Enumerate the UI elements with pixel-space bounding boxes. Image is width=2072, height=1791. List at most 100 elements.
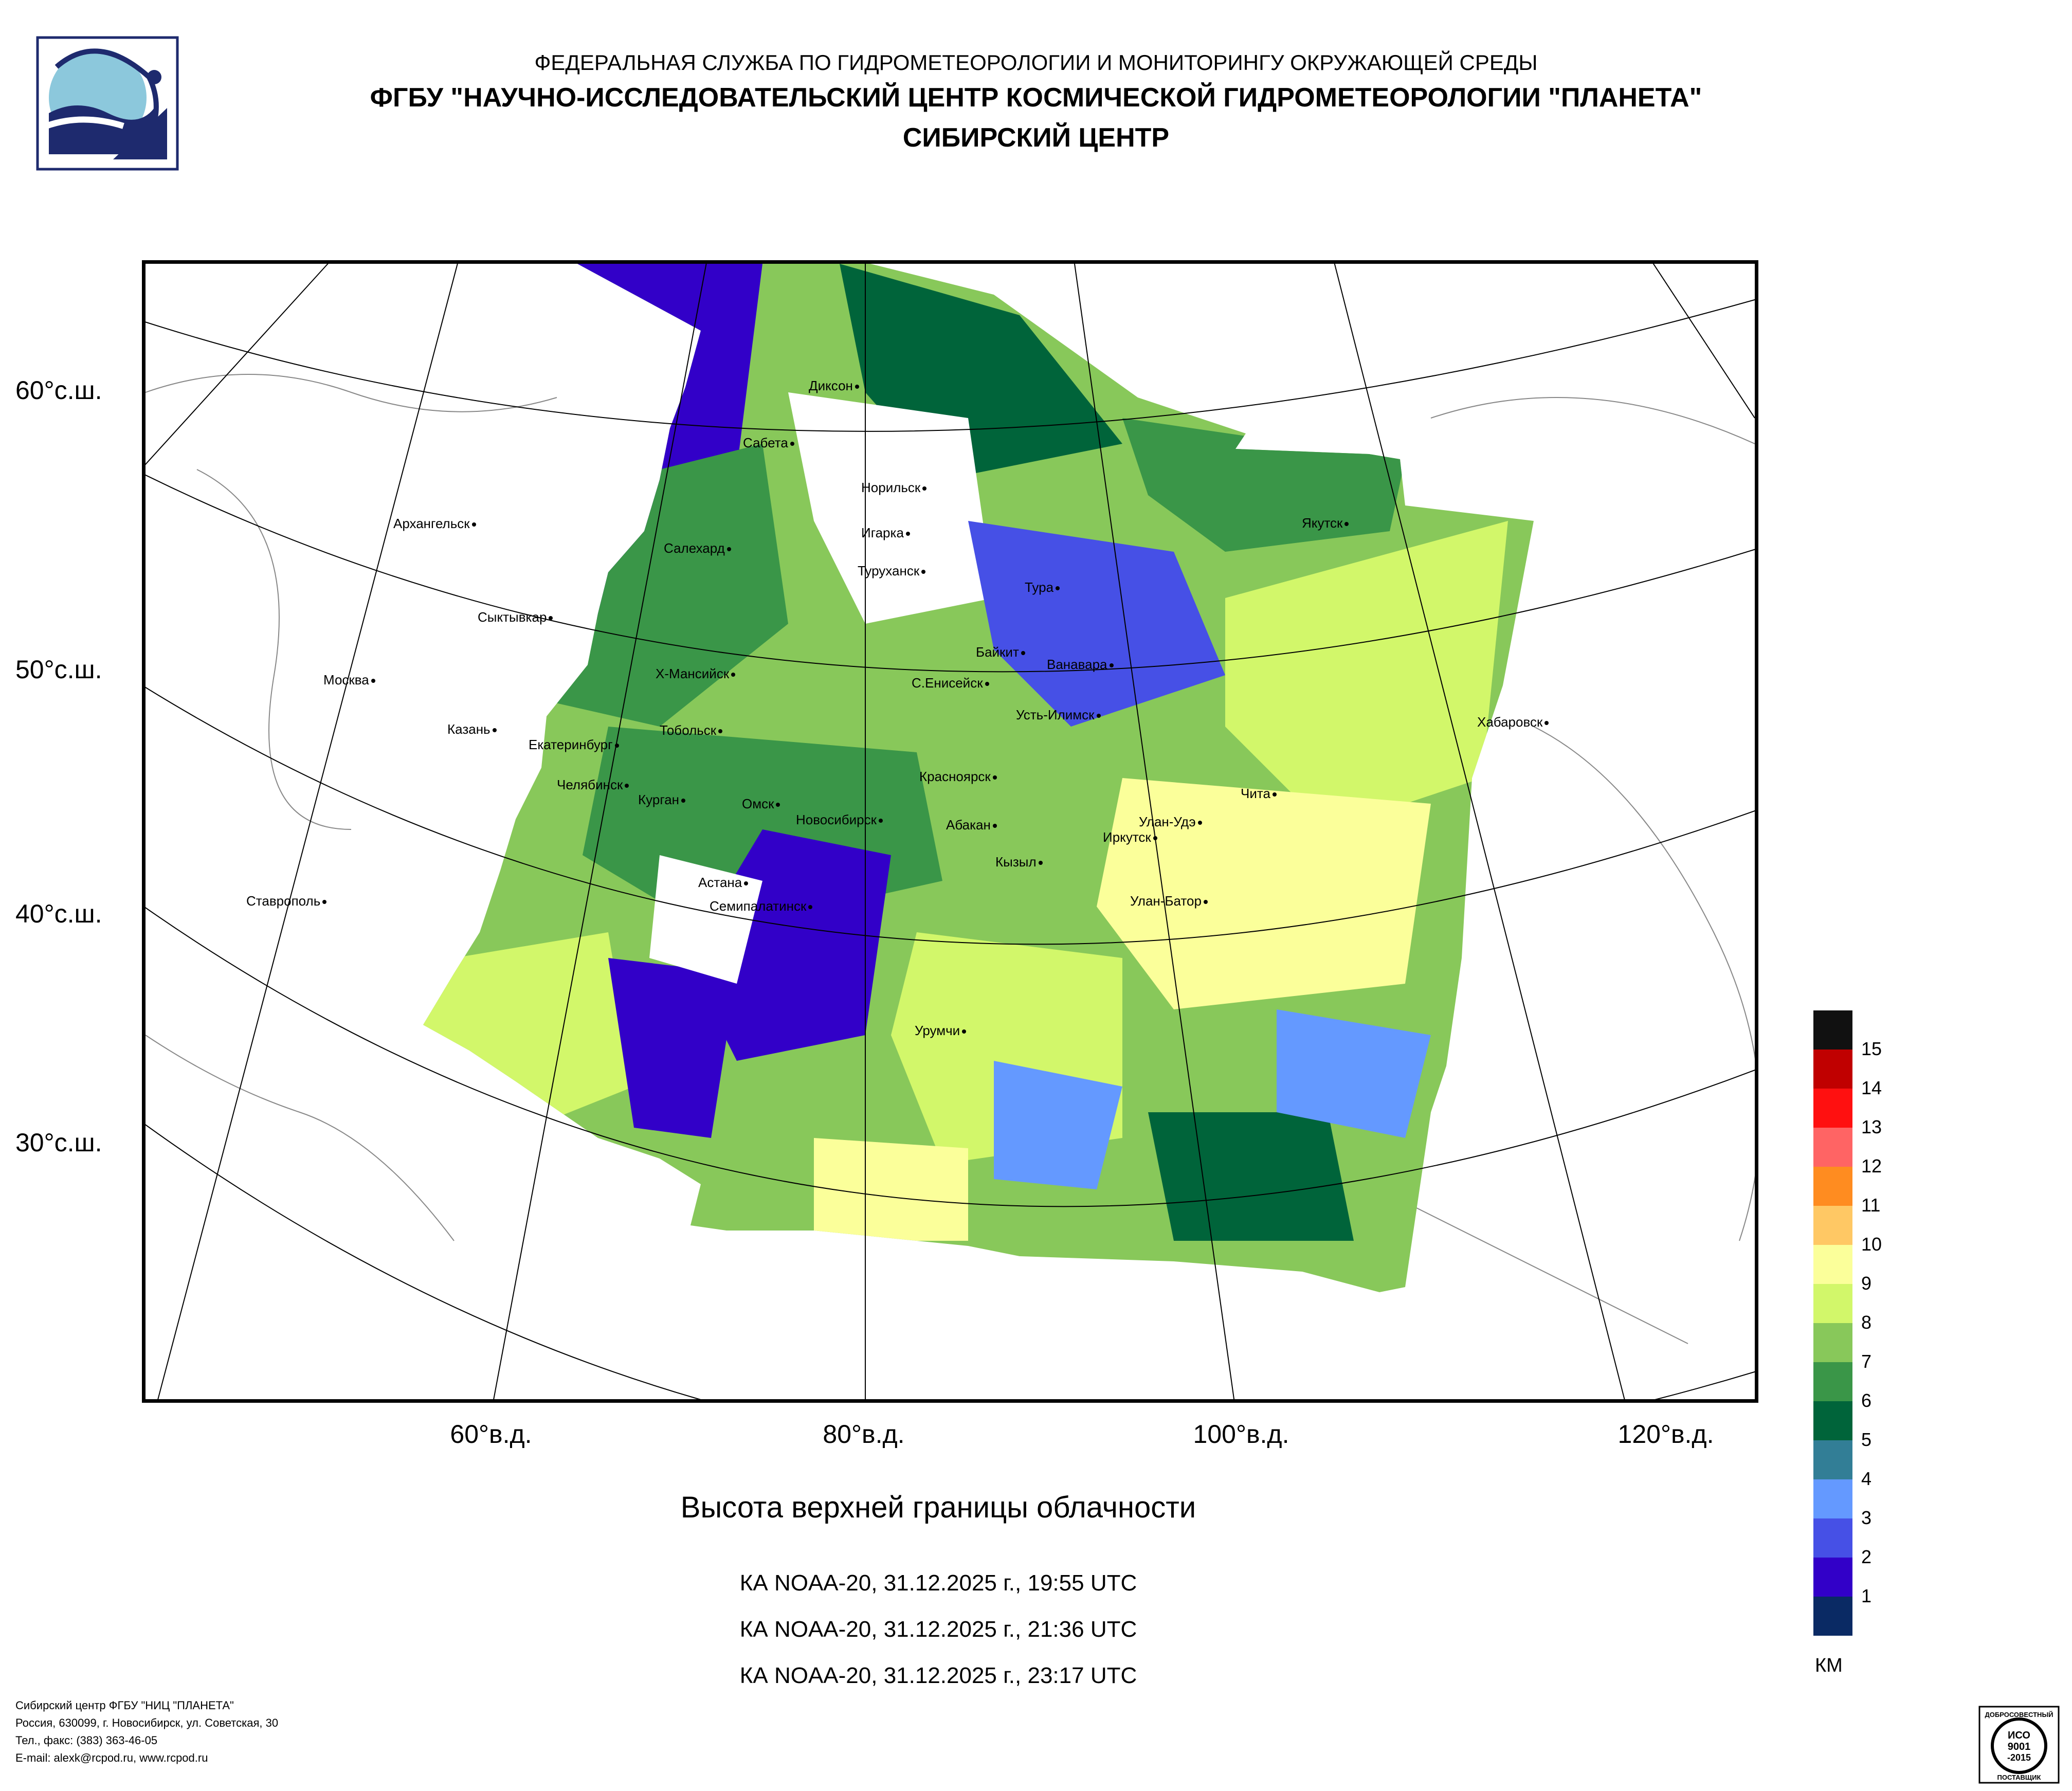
city-marker-icon (1109, 663, 1114, 668)
lon-label-120: 120°в.д. (1617, 1420, 1714, 1449)
city-marker-icon (1096, 714, 1101, 718)
city-marker-icon (726, 547, 731, 552)
legend-level-label: 11 (1861, 1195, 1881, 1216)
city-marker-icon (731, 673, 736, 677)
city-marker-icon (922, 486, 927, 491)
legend-swatch (1813, 1284, 1852, 1323)
legend-swatch (1813, 1050, 1852, 1089)
city-marker-icon (1272, 792, 1277, 797)
legend-swatch (1813, 1089, 1852, 1128)
cert-code-1: ИСО (2008, 1730, 2030, 1741)
lat-label-60: 60°с.ш. (15, 376, 102, 405)
city-label: Красноярск (919, 769, 997, 785)
city-label: Екатеринбург (529, 737, 619, 753)
legend-swatch (1813, 1128, 1852, 1167)
city-label: Сыктывкар (478, 609, 553, 625)
city-label: Сабета (743, 435, 794, 451)
city-label: Улан-Батор (1130, 893, 1208, 909)
city-marker-icon (905, 532, 910, 536)
legend-level-label: 4 (1861, 1468, 1872, 1489)
city-label: Астана (698, 875, 749, 891)
city-marker-icon (1021, 651, 1025, 656)
city-label: Омск (742, 796, 780, 812)
footer-email: E-mail: alexk@rcpod.ru, www.rcpod.ru (15, 1751, 208, 1764)
legend-level-label: 12 (1861, 1155, 1882, 1177)
city-label: Х-Мансийск (656, 666, 736, 682)
city-marker-icon (471, 522, 476, 527)
legend-swatch (1813, 1167, 1852, 1206)
city-label: Ставрополь (246, 893, 327, 909)
legend-level-label: 3 (1861, 1507, 1872, 1528)
footer-org: Сибирский центр ФГБУ "НИЦ "ПЛАНЕТА" (15, 1699, 234, 1712)
city-marker-icon (371, 679, 375, 683)
legend-level-label: 2 (1861, 1546, 1872, 1567)
cert-bottom-text: ПОСТАВЩИК (1997, 1774, 2041, 1781)
city-label: Новосибирск (796, 812, 883, 828)
city-label: Иркутск (1103, 829, 1157, 845)
cert-code-3: -2015 (2007, 1752, 2031, 1763)
legend-swatch (1813, 1323, 1852, 1362)
city-label: Игарка (861, 525, 910, 541)
legend-level-label: 13 (1861, 1116, 1882, 1137)
legend-level-label: 14 (1861, 1077, 1882, 1098)
legend-level-label: 6 (1861, 1390, 1872, 1411)
city-marker-icon (921, 570, 926, 574)
city-label: Урумчи (915, 1023, 967, 1039)
header-agency: ФЕДЕРАЛЬНАЯ СЛУЖБА ПО ГИДРОМЕТЕОРОЛОГИИ … (534, 50, 1538, 75)
legend-level-label: 9 (1861, 1273, 1872, 1294)
cert-top-text: ДОБРОСОВЕСТНЫЙ (1985, 1711, 2053, 1718)
legend-level-label: 1 (1861, 1585, 1872, 1606)
city-marker-icon (992, 824, 997, 828)
map-canvas (146, 264, 1755, 1399)
city-label: Кызыл (995, 854, 1043, 870)
pass-time: КА NOAA-20, 31.12.2025 г., 19:55 UTC (739, 1570, 1137, 1596)
graticule (146, 264, 1755, 1399)
city-marker-icon (549, 616, 553, 621)
map-title: Высота верхней границы облачности (680, 1491, 1196, 1524)
legend-swatch (1813, 1401, 1852, 1440)
city-marker-icon (992, 775, 997, 780)
city-marker-icon (718, 729, 723, 734)
legend-swatch (1813, 1245, 1852, 1284)
legend-swatch (1813, 1597, 1852, 1636)
city-label: Тобольск (660, 722, 723, 738)
city-marker-icon (744, 881, 749, 886)
legend-swatch (1813, 1479, 1852, 1518)
lon-label-80: 80°в.д. (823, 1420, 905, 1449)
city-label: Ванавара (1047, 657, 1114, 673)
lat-label-50: 50°с.ш. (15, 655, 102, 684)
legend-swatch (1813, 1010, 1852, 1050)
city-label: Байкит (976, 644, 1025, 660)
city-marker-icon (1056, 586, 1060, 591)
iso-cert-badge: ДОБРОСОВЕСТНЫЙ ИСО 9001 -2015 ПОСТАВЩИК (1978, 1706, 2060, 1784)
city-label: Туруханск (858, 563, 926, 579)
city-marker-icon (492, 728, 497, 733)
city-label: Диксон (809, 378, 859, 394)
city-marker-icon (1153, 836, 1157, 841)
city-label: Чита (1241, 786, 1277, 802)
lat-label-40: 40°с.ш. (15, 899, 102, 928)
legend-swatch (1813, 1440, 1852, 1479)
planeta-logo (36, 36, 179, 171)
city-marker-icon (1038, 861, 1043, 865)
legend-swatch (1813, 1518, 1852, 1558)
city-marker-icon (776, 803, 780, 807)
legend-level-label: 7 (1861, 1351, 1872, 1372)
city-marker-icon (681, 799, 686, 803)
city-label: Семипалатинск (710, 898, 813, 914)
city-marker-icon (1544, 721, 1549, 726)
city-marker-icon (879, 819, 883, 823)
lon-label-100: 100°в.д. (1193, 1420, 1289, 1449)
cert-code-2: 9001 (2008, 1741, 2031, 1752)
city-marker-icon (614, 744, 619, 748)
legend-level-label: 8 (1861, 1312, 1872, 1333)
lat-label-30: 30°с.ш. (15, 1128, 102, 1157)
footer-address: Россия, 630099, г. Новосибирск, ул. Сове… (15, 1716, 279, 1729)
city-label: Салехард (664, 540, 731, 556)
city-marker-icon (962, 1029, 967, 1034)
legend-level-label: 5 (1861, 1429, 1872, 1450)
city-label: Архангельск (393, 516, 476, 532)
lon-label-60: 60°в.д. (450, 1420, 532, 1449)
cloud-top-height-map: Диксон Сабета Норильск Архангельск Якутс… (142, 260, 1758, 1403)
city-label: Улан-Удэ (1139, 814, 1202, 830)
